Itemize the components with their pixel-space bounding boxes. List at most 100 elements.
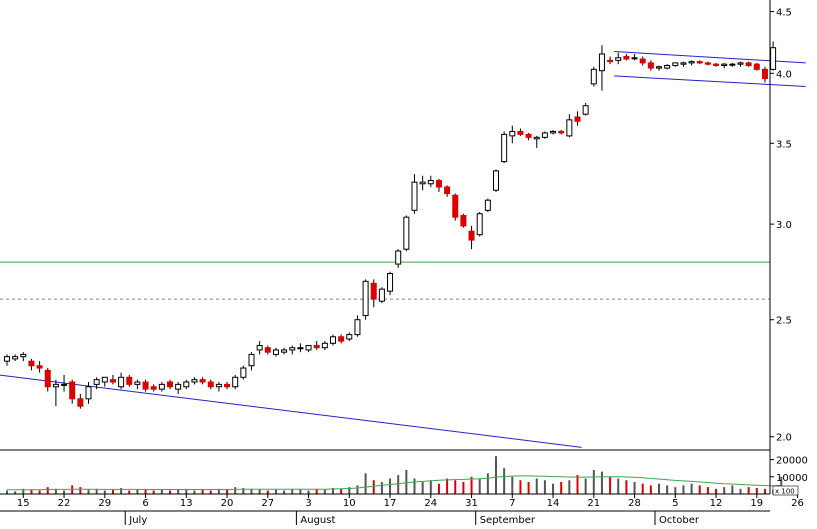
candle-body (354, 319, 361, 336)
volume-bar (698, 485, 701, 494)
volume-bar (266, 490, 269, 494)
date-tick-label: 15 (17, 498, 30, 509)
date-tick-label: 26 (791, 498, 804, 509)
candle-body (199, 379, 206, 383)
volume-bar (600, 471, 603, 494)
candle-body (134, 381, 141, 385)
volume-bar (54, 488, 57, 494)
candle-body (493, 170, 499, 191)
candle-body (207, 381, 214, 388)
candle-body (607, 59, 614, 63)
date-tick-label: 31 (465, 498, 478, 509)
volume-bar (552, 483, 555, 494)
volume-bar (723, 487, 726, 494)
volume-tick-label: 10000 (776, 473, 808, 484)
trend-line (0, 374, 582, 448)
candle-body (272, 349, 279, 355)
date-tick-label: 12 (710, 498, 723, 509)
candle-body (248, 353, 255, 367)
volume-bar (193, 490, 196, 494)
month-label: September (480, 515, 536, 525)
candle-body (761, 68, 768, 80)
candle-body (501, 133, 508, 163)
candle-body (370, 282, 377, 300)
volume-bar (763, 488, 766, 494)
candle-body (517, 130, 524, 135)
volume-bar (535, 478, 538, 494)
volume-bar (307, 490, 310, 494)
candle-body (737, 62, 744, 65)
candle-body (28, 360, 35, 367)
volume-bar (185, 488, 188, 494)
candle-body (378, 288, 385, 302)
volume-bar (747, 487, 750, 494)
volume-bar (79, 487, 82, 494)
volume-bar (177, 489, 180, 494)
candle-body (281, 349, 288, 353)
volume-bar (291, 488, 294, 494)
date-tick-label: 5 (672, 498, 678, 509)
candle-body (623, 56, 630, 60)
candle-body (452, 194, 459, 218)
candle-body (305, 345, 312, 351)
volume-bar (274, 489, 277, 494)
candle-body (224, 383, 231, 388)
candle-body (142, 381, 149, 390)
volume-unit-label: x 100 (775, 488, 795, 496)
volume-bar (152, 490, 155, 494)
candle-body (4, 356, 10, 362)
candle-body (656, 66, 662, 69)
volume-bar (666, 485, 669, 494)
volume-bar (543, 480, 546, 494)
axes-layer (0, 0, 799, 525)
date-tick-label: 28 (628, 498, 641, 509)
volume-bar (111, 489, 114, 494)
candle-body (313, 345, 320, 349)
candle-body (362, 280, 369, 317)
date-tick-label: 29 (98, 498, 111, 509)
candle-body (175, 383, 182, 390)
price-tick-label: 4.0 (776, 69, 792, 80)
volume-bar (405, 469, 408, 494)
candle-body (150, 386, 157, 390)
date-tick-label: 13 (180, 498, 193, 509)
candle-body (264, 347, 271, 353)
candle-body (509, 130, 516, 137)
volume-bar (356, 485, 359, 494)
candle-body (232, 376, 239, 388)
volume-bar (348, 487, 351, 494)
volume-bar (437, 483, 440, 494)
candle-body (338, 336, 345, 342)
volume-bar (682, 485, 685, 494)
volume-bar (486, 473, 489, 494)
volume-bar (527, 481, 530, 494)
volume-bar (397, 475, 400, 494)
candle-body (435, 180, 442, 188)
volume-bar (755, 487, 758, 494)
volume-bar (706, 487, 709, 494)
volume-bar (617, 478, 620, 494)
candle-body (12, 356, 19, 360)
candle-body (574, 116, 581, 122)
candle-body (468, 230, 475, 241)
candle-body (346, 334, 353, 340)
volume-bar (87, 489, 90, 494)
volume-bar (136, 489, 139, 494)
candle-body (770, 47, 777, 70)
candle-body (215, 383, 222, 388)
candle-body (672, 62, 679, 66)
volume-bar (495, 456, 497, 494)
volume-bar (169, 490, 171, 494)
price-tick-label: 2.5 (776, 316, 792, 327)
candle-body (566, 119, 573, 137)
month-label: July (128, 515, 147, 525)
volume-bar (332, 487, 334, 494)
volume-bar (739, 488, 742, 494)
date-tick-label: 10 (343, 498, 356, 509)
candle-body (93, 379, 100, 385)
candle-body (704, 62, 711, 65)
candle-body (240, 367, 247, 378)
date-tick-label: 24 (424, 498, 437, 509)
volume-bar (454, 480, 457, 494)
